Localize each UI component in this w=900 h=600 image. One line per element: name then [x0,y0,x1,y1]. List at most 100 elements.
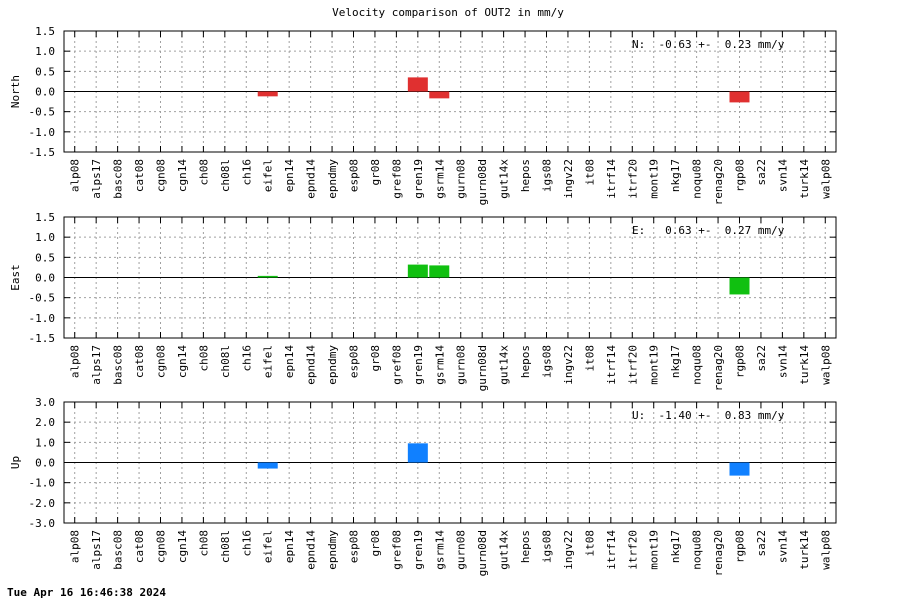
x-tick-label: igs08 [541,159,554,192]
x-tick-label: gr08 [369,345,382,372]
velocity-annotation: E: 0.63 +- 0.27 mm/y [632,224,785,237]
x-tick-label: walp08 [819,345,832,385]
y-tick-label: 2.0 [35,416,55,429]
y-axis-label: East [9,264,22,291]
x-tick-label: alps17 [90,345,103,385]
x-tick-label: epn14 [283,159,296,192]
x-tick-label: nkg17 [669,159,682,192]
x-tick-label: mont19 [648,530,661,570]
y-tick-label: -2.0 [29,497,56,510]
x-tick-label: alps17 [90,530,103,570]
x-tick-label: svn14 [776,159,789,192]
x-tick-label: itrf14 [605,345,618,385]
x-tick-label: gsrm14 [433,159,446,199]
x-tick-label: cat08 [133,159,146,192]
x-tick-label: noqu08 [691,530,704,570]
x-tick-label: cgn14 [176,345,189,378]
bar-rgp08 [729,277,750,295]
x-tick-label: gurn08 [455,159,468,199]
x-tick-label: alps17 [90,159,103,199]
x-tick-label: gurn08 [455,530,468,570]
x-tick-label: gref08 [390,159,403,199]
x-tick-label: cgn08 [155,530,168,563]
y-tick-label: 0.5 [35,251,55,264]
x-tick-label: itrf20 [626,530,639,570]
x-tick-label: nkg17 [669,345,682,378]
y-tick-label: -1.5 [29,146,56,159]
x-tick-label: ch08 [197,159,210,186]
x-tick-label: cgn08 [155,345,168,378]
bar-gren19 [407,77,428,92]
bar-gren19 [407,443,428,463]
x-tick-label: ch08l [219,345,232,378]
y-tick-label: -3.0 [29,517,56,530]
y-tick-label: 1.5 [35,211,55,224]
x-tick-label: gurn08 [455,345,468,385]
x-tick-label: hepos [519,345,532,378]
y-tick-label: 0.0 [35,457,55,470]
x-tick-label: gref08 [390,345,403,385]
x-tick-label: ch08 [197,345,210,372]
x-tick-label: gut14x [498,345,511,385]
x-tick-label: ingv22 [562,530,575,570]
x-tick-label: esp08 [348,159,361,192]
x-tick-label: epndmy [326,530,339,570]
y-tick-label: 1.0 [35,45,55,58]
x-tick-label: ch16 [240,345,253,372]
x-tick-label: gut14x [498,530,511,570]
bar-gsrm14 [429,265,450,278]
x-tick-label: it08 [583,159,596,186]
y-tick-label: 0.0 [35,86,55,99]
x-tick-label: nkg17 [669,530,682,563]
x-tick-label: epnd14 [305,345,318,385]
x-tick-label: epnd14 [305,530,318,570]
y-tick-label: 1.0 [35,231,55,244]
x-tick-label: hepos [519,159,532,192]
y-tick-label: -1.0 [29,126,56,139]
x-tick-label: gren19 [412,530,425,570]
x-tick-label: cgn14 [176,159,189,192]
x-tick-label: gsrm14 [433,530,446,570]
x-tick-label: cgn14 [176,530,189,563]
panel-up: 3.0 2.0 1.0 0.0 -1.0 -2.0 -3.0 alp08 alps17 basc0… [9,396,837,576]
x-tick-label: ingv22 [562,345,575,385]
velocity-annotation: N: -0.63 +- 0.23 mm/y [632,38,785,51]
x-tick-label: gut14x [498,159,511,199]
x-tick-label: epn14 [283,345,296,378]
x-tick-label: ch16 [240,530,253,557]
x-tick-label: walp08 [819,159,832,199]
x-tick-label: svn14 [776,530,789,563]
x-tick-label: hepos [519,530,532,563]
panel-north: 1.5 1.0 0.5 0.0 -0.5 -1.0 -1.5 alp08 alps17 basc0… [9,25,837,205]
x-tick-label: esp08 [348,345,361,378]
x-tick-label: rgp08 [734,530,747,563]
x-tick-label: renag20 [712,530,725,576]
bar-eifel [257,91,278,97]
x-tick-label: esp08 [348,530,361,563]
x-tick-label: alp08 [69,345,82,378]
x-tick-label: epndmy [326,159,339,199]
x-tick-label: renag20 [712,159,725,205]
plot-frame [63,401,837,524]
bar-gren19 [407,264,428,278]
x-tick-label: itrf20 [626,345,639,385]
x-tick-label: epn14 [283,530,296,563]
plot-frame [63,30,837,153]
x-tick-label: eifel [262,530,275,563]
y-tick-label: 3.0 [35,396,55,409]
x-tick-label: epndmy [326,345,339,385]
x-tick-label: eifel [262,159,275,192]
x-tick-label: noqu08 [691,345,704,385]
x-tick-label: igs08 [541,345,554,378]
y-tick-label: -1.5 [29,332,56,345]
x-tick-label: eifel [262,345,275,378]
x-tick-label: gsrm14 [433,345,446,385]
y-tick-label: -0.5 [29,106,56,119]
x-tick-label: basc08 [112,530,125,570]
x-tick-label: ch08l [219,159,232,192]
chart-title: Velocity comparison of OUT2 in mm/y [332,6,564,19]
bar-eifel [257,275,278,278]
x-tick-label: rgp08 [734,159,747,192]
x-tick-label: gr08 [369,159,382,186]
